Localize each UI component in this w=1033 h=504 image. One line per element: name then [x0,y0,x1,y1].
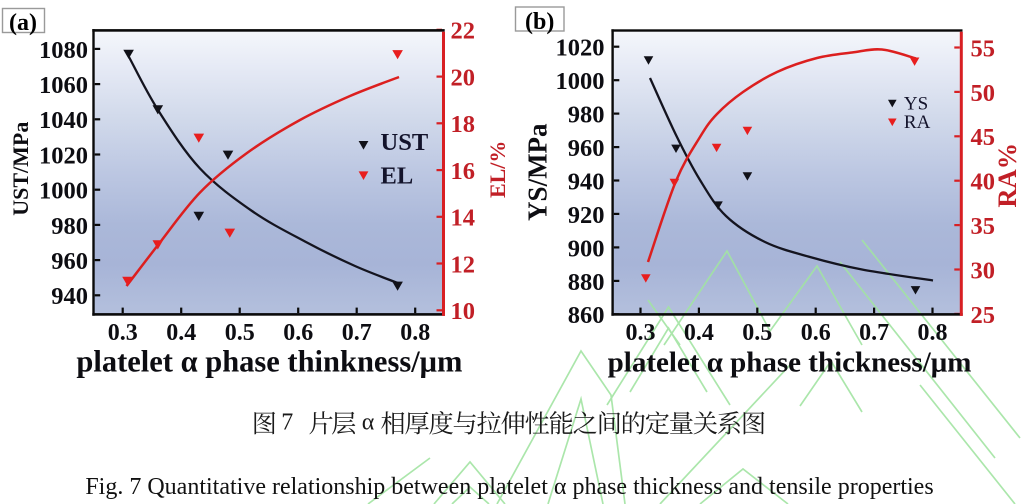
svg-text:EL/%: EL/% [485,141,510,198]
svg-text:0.5: 0.5 [742,320,772,346]
svg-text:25: 25 [971,302,996,329]
svg-text:55: 55 [971,35,996,62]
svg-text:880: 880 [568,269,605,296]
svg-text:860: 860 [568,302,605,329]
svg-text:10: 10 [451,298,476,325]
svg-text:920: 920 [568,202,605,229]
svg-text:980: 980 [568,102,605,129]
svg-text:22: 22 [451,18,476,45]
svg-text:0.4: 0.4 [684,320,714,346]
svg-text:12: 12 [451,251,476,278]
svg-text:platelet α phase thickness/μm: platelet α phase thickness/μm [608,347,972,379]
svg-text:960: 960 [568,135,605,162]
svg-text:45: 45 [971,124,996,151]
svg-text:RA%: RA% [992,143,1022,208]
svg-text:Fig. 7 Quantitative relationsh: Fig. 7 Quantitative relationship between… [85,474,933,500]
svg-text:1000: 1000 [556,68,605,95]
svg-text:RA: RA [904,112,931,133]
svg-text:YS/MPa: YS/MPa [523,123,553,221]
svg-text:35: 35 [971,213,996,240]
svg-text:940: 940 [51,283,88,310]
svg-text:30: 30 [971,257,996,284]
svg-text:1000: 1000 [39,178,88,205]
svg-text:0.7: 0.7 [342,320,372,346]
svg-text:40: 40 [971,169,996,196]
svg-text:940: 940 [568,168,605,195]
svg-text:UST: UST [381,129,429,156]
svg-text:0.8: 0.8 [918,320,948,346]
svg-text:900: 900 [568,235,605,262]
svg-text:50: 50 [971,80,996,107]
svg-text:EL: EL [381,162,414,189]
svg-text:1020: 1020 [39,142,88,169]
svg-text:0.3: 0.3 [108,320,138,346]
svg-text:1060: 1060 [39,72,88,99]
svg-text:0.4: 0.4 [166,320,196,346]
svg-text:YS: YS [904,93,928,114]
svg-text:(a): (a) [9,10,37,36]
svg-text:UST/MPa: UST/MPa [8,122,33,216]
svg-text:1080: 1080 [39,37,88,64]
svg-text:18: 18 [451,111,476,138]
svg-text:α: α [362,410,375,436]
svg-text:7: 7 [281,410,293,436]
svg-text:1020: 1020 [556,35,605,62]
svg-text:14: 14 [451,205,476,232]
svg-text:960: 960 [51,248,88,275]
svg-text:20: 20 [451,65,476,92]
svg-text:platelet α phase thinkness/μm: platelet α phase thinkness/μm [76,345,462,379]
svg-text:980: 980 [51,213,88,240]
svg-text:(b): (b) [525,9,554,35]
svg-text:0.6: 0.6 [801,320,831,346]
svg-text:16: 16 [451,158,476,185]
svg-text:0.8: 0.8 [400,320,430,346]
svg-text:0.7: 0.7 [859,320,889,346]
svg-text:0.5: 0.5 [225,320,255,346]
svg-text:1040: 1040 [39,107,88,134]
svg-text:0.6: 0.6 [283,320,313,346]
svg-text:0.3: 0.3 [626,320,656,346]
